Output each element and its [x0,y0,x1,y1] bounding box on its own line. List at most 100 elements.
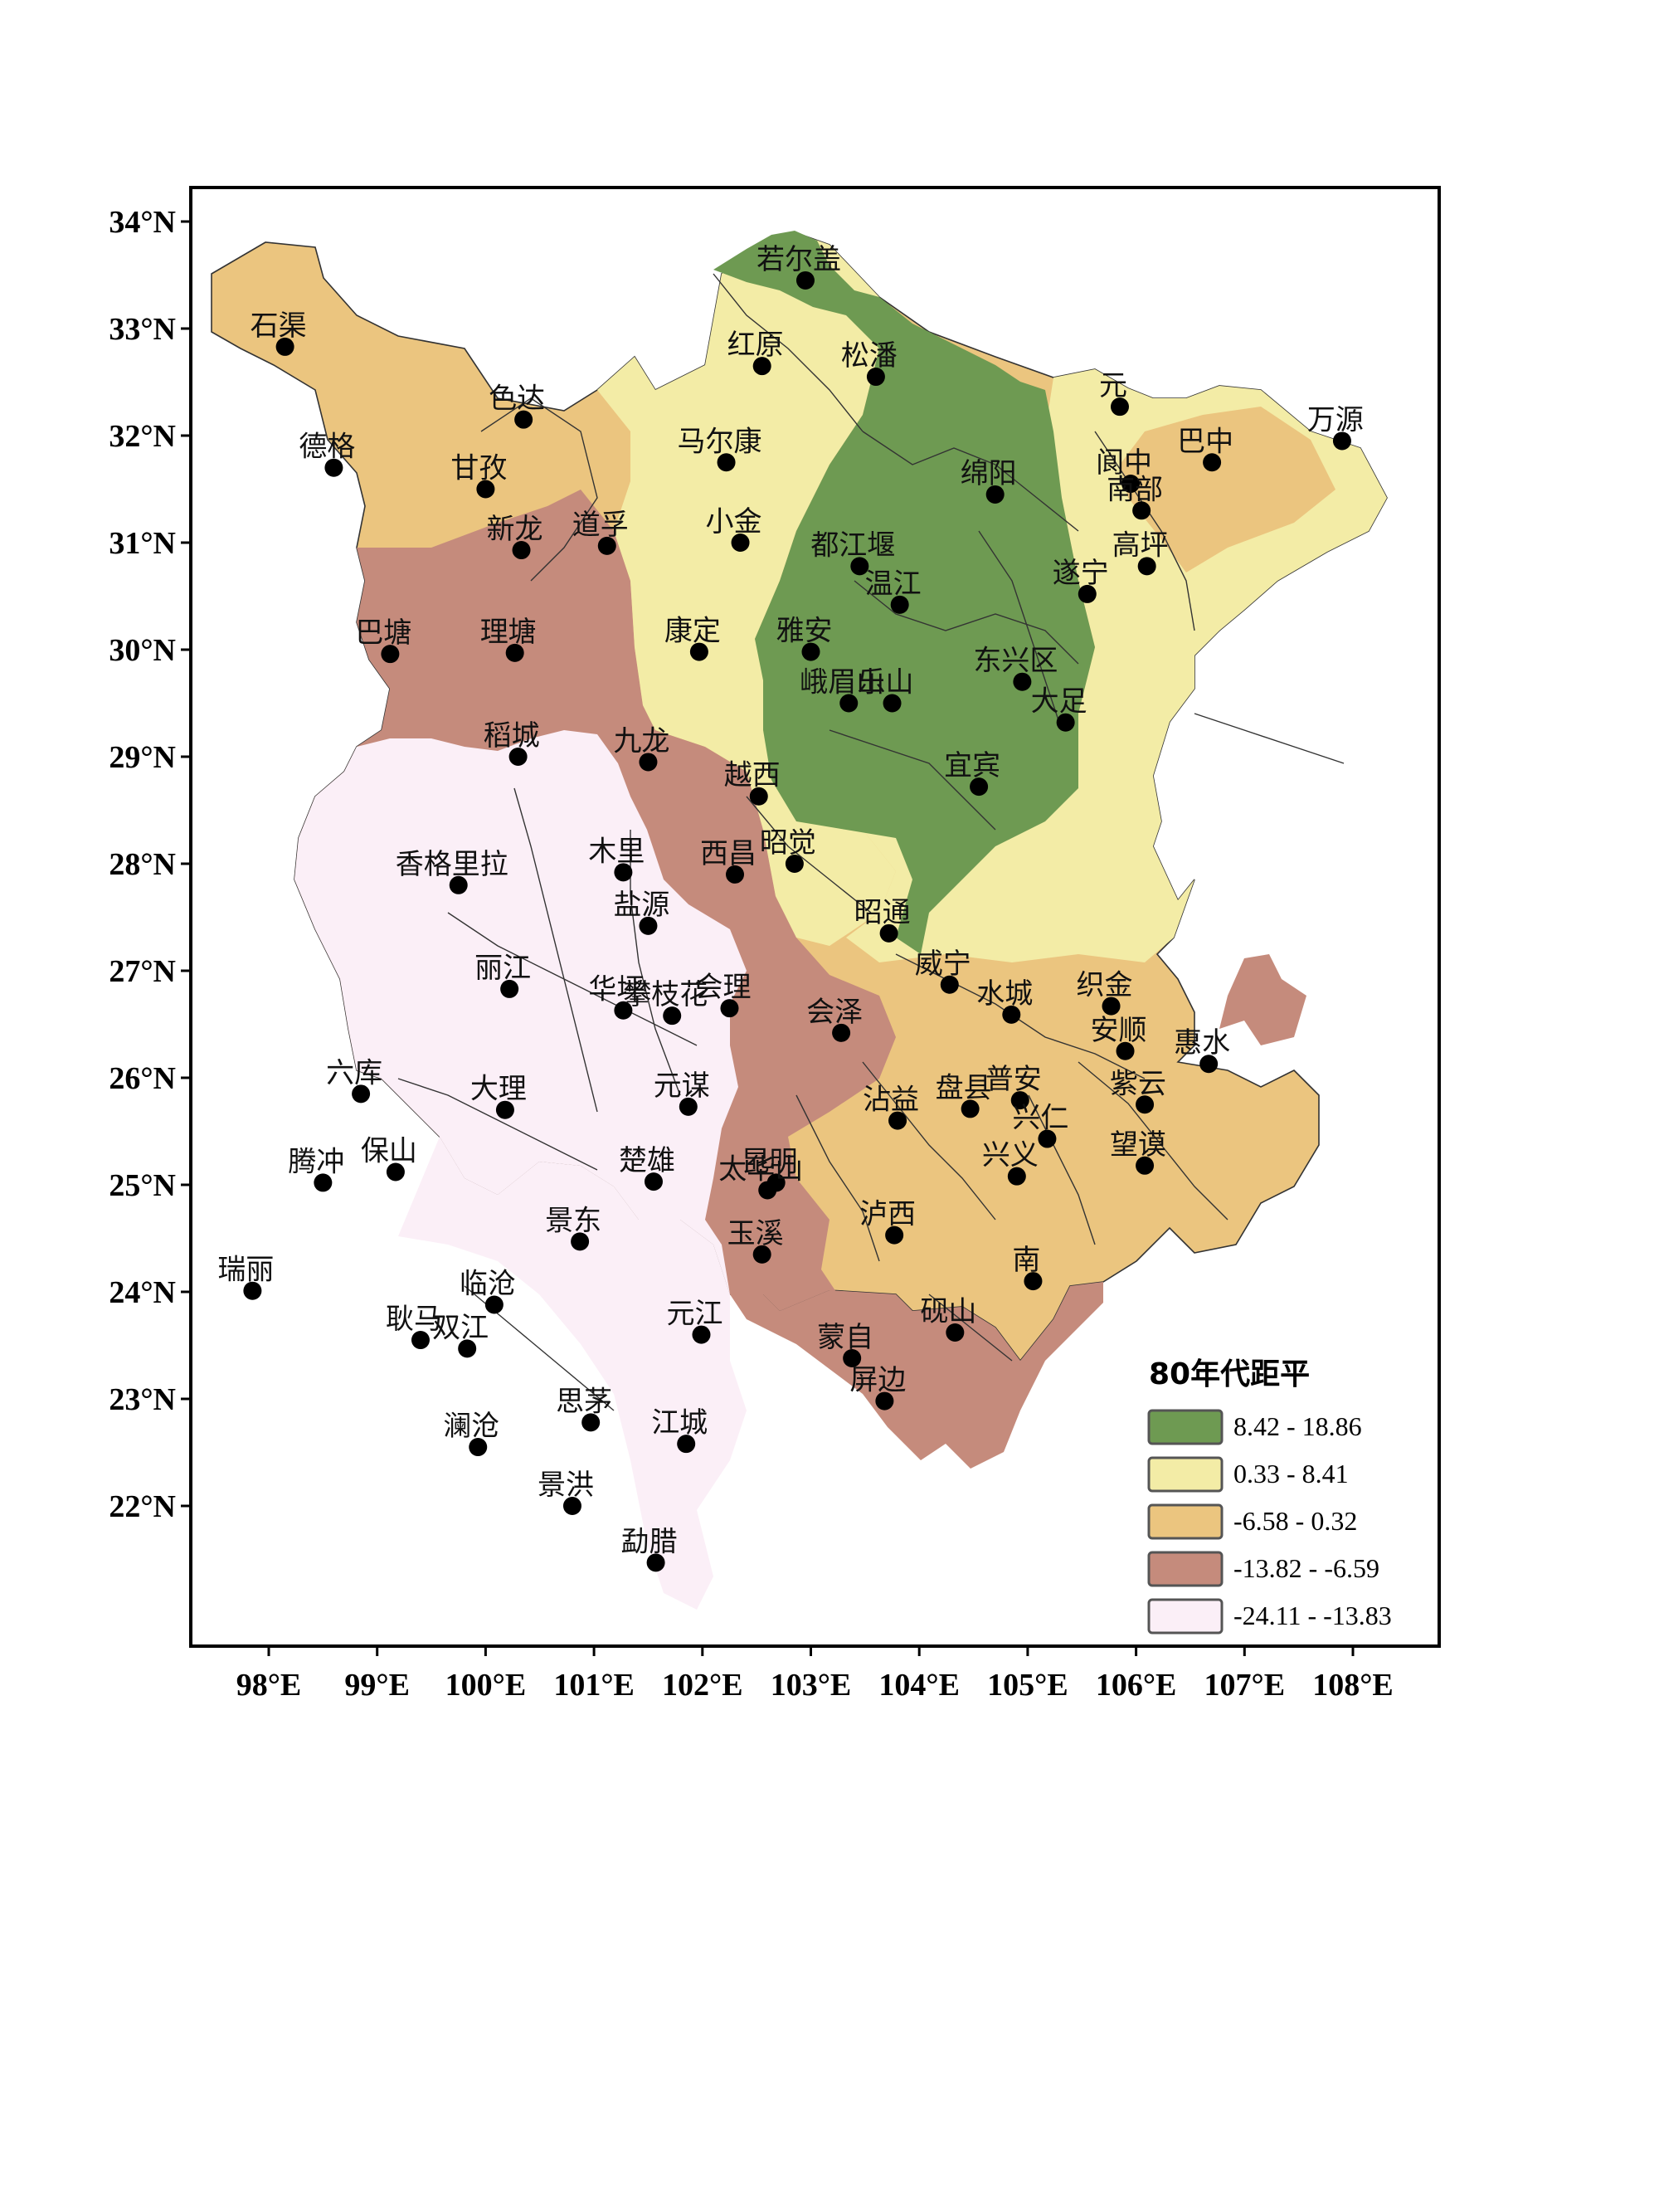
station-label: 盐源 [613,889,669,922]
station-marker: 大理 [470,1073,527,1119]
station-dot [720,999,739,1018]
station-dot [677,1435,696,1454]
region-fill-layer [211,231,1388,1610]
legend-swatch [1147,1456,1224,1493]
station-label: 稻城 [484,719,540,753]
station-marker: 临沧 [460,1267,516,1314]
station-marker: 六库 [326,1056,382,1104]
lon-tick-label: 99°E [344,1668,410,1703]
legend-title: 80年代距平 [1149,1357,1310,1391]
lon-tick-label: 103°E [771,1668,852,1703]
station-dot [663,1006,682,1026]
station-marker: 景洪 [538,1469,594,1515]
station-dot [597,536,616,555]
station-dot [752,1245,771,1264]
station-label: 越西 [724,759,781,792]
station-dot [1024,1272,1043,1291]
station-dot [1102,996,1121,1016]
lat-tick-label: 22°N [109,1489,176,1524]
station-marker: 九龙 [613,724,669,772]
lon-tick-label: 101°E [553,1668,635,1703]
station-marker: 康定 [664,615,721,661]
station-marker: 丽江 [474,952,531,998]
station-dot [970,777,989,797]
station-marker: 兴仁 [1012,1102,1068,1148]
station-label: 思茅 [556,1385,612,1418]
station-label: 昆明 [742,1145,798,1178]
station-dot [500,979,519,998]
station-marker: 江城 [651,1406,708,1454]
station-marker: 大足 [1031,685,1087,732]
station-label: 普安 [985,1063,1042,1096]
station-dot [381,645,400,664]
station-dot [449,875,468,894]
station-label: 景东 [545,1204,601,1237]
station-dot [888,1111,907,1130]
station-dot [275,337,294,356]
station-dot [639,753,658,772]
lat-tick-label: 30°N [109,633,176,668]
station-marker: 安顺 [1091,1014,1147,1060]
station-marker: 惠水 [1174,1026,1230,1074]
station-marker: 若尔盖 [757,243,841,290]
station-marker: 水城 [976,977,1033,1024]
station-marker: 新龙 [487,513,543,560]
station-label: 惠水 [1174,1026,1230,1060]
station-dot [458,1339,477,1358]
lat-tick-label: 28°N [109,847,176,882]
station-label: 松潘 [841,339,898,373]
station-dot [946,1323,965,1342]
station-label: 宜宾 [944,749,1000,782]
station-marker: 思茅 [556,1385,612,1432]
station-dot [850,557,869,576]
station-label: 绵阳 [961,457,1017,490]
station-marker: 盘县 [936,1071,992,1118]
station-label: 元江 [666,1298,722,1331]
station-dot [1332,431,1351,451]
lat-tick-label: 24°N [109,1275,176,1310]
station-dot [314,1173,333,1192]
legend: 80年代距平 8.42 - 18.86 0.33 - 8.41 -6.58 - 0.… [1147,1357,1392,1635]
station-label: 望谟 [1110,1128,1166,1162]
lat-tick-label: 27°N [109,954,176,989]
station-dot [243,1281,262,1300]
station-marker: 石渠 [251,309,307,356]
station-label: 红原 [727,329,784,362]
station-label: 若尔盖 [757,243,841,276]
station-dot [758,1181,777,1200]
station-label: 威宁 [915,948,971,981]
station-marker: 沾益 [863,1084,919,1130]
station-marker: 理塘 [480,616,537,662]
station-marker: 砚山 [920,1295,976,1342]
station-label: 盘县 [936,1071,992,1104]
station-marker: 万源 [1307,403,1364,451]
station-marker: 华坪 [588,973,645,1020]
latitude-axis: 34°N 33°N 32°N 31°N 30°N 29°N 28°N 27°N 26°N 25°N… [109,205,191,1524]
station-dot [726,865,745,884]
station-label: 甘孜 [450,452,507,485]
station-label: 六库 [326,1056,382,1089]
station-marker: 红原 [727,329,784,376]
station-marker: 温江 [865,568,922,614]
station-label: 景洪 [538,1469,594,1502]
station-marker: 勐腊 [621,1525,678,1572]
region-class-3-east-patch [1120,407,1335,572]
station-marker: 道孚 [572,509,629,555]
legend-label: 0.33 - 8.41 [1233,1459,1349,1488]
station-label: 高坪 [1112,529,1169,562]
station-marker: 元 [1099,369,1129,417]
region-class-5-south [398,1137,747,1610]
station-label: 双江 [432,1311,489,1344]
legend-label: -13.82 - -6.59 [1233,1553,1379,1583]
station-label: 会泽 [806,996,863,1029]
station-dot [614,1001,633,1020]
lon-tick-label: 107°E [1204,1668,1286,1703]
station-label: 都江堰 [810,529,895,562]
station-label: 临沧 [460,1267,516,1300]
station-dot [801,642,820,661]
station-marker: 遂宁 [1053,557,1109,603]
legend-label: -6.58 - 0.32 [1233,1506,1357,1536]
region-class-5 [294,730,747,1294]
station-marker: 乐山 [858,666,914,713]
